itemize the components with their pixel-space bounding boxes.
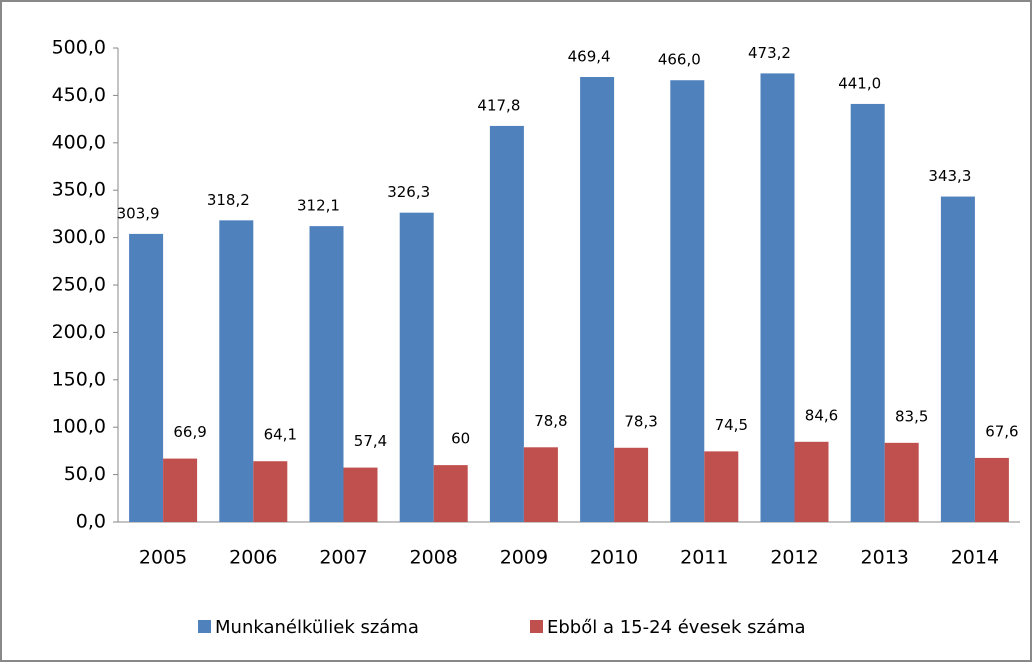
data-label: 57,4: [354, 432, 387, 450]
data-label: 303,9: [117, 204, 160, 222]
x-tick-label: 2013: [861, 547, 909, 569]
bar: [760, 73, 795, 522]
y-tick-label: 50,0: [64, 463, 106, 485]
bar: [670, 80, 705, 523]
y-tick-label: 100,0: [52, 416, 106, 438]
y-tick-label: 0,0: [76, 511, 106, 533]
x-tick-label: 2010: [590, 547, 638, 569]
data-label: 469,4: [568, 48, 611, 66]
x-tick-label: 2009: [500, 547, 548, 569]
bar: [940, 196, 975, 522]
bar: [399, 212, 434, 522]
y-tick-label: 500,0: [52, 37, 106, 59]
data-label: 326,3: [387, 183, 430, 201]
data-label: 473,2: [748, 44, 791, 62]
y-tick-label: 450,0: [52, 84, 106, 106]
y-tick-label: 350,0: [52, 179, 106, 201]
bar: [219, 220, 254, 522]
data-label: 60: [451, 430, 470, 448]
bar: [163, 458, 198, 522]
data-label: 66,9: [173, 423, 206, 441]
legend-swatch: [530, 620, 543, 633]
bar: [309, 226, 344, 522]
x-tick-label: 2008: [410, 547, 458, 569]
legend-swatch: [198, 620, 211, 633]
y-tick-label: 150,0: [52, 368, 106, 390]
data-label: 78,3: [624, 412, 657, 430]
x-tick-label: 2011: [680, 547, 728, 569]
bar: [129, 233, 164, 522]
data-label: 343,3: [928, 167, 971, 185]
bar: [253, 461, 288, 522]
bar: [489, 125, 524, 522]
bar: [433, 465, 468, 522]
y-tick-label: 300,0: [52, 226, 106, 248]
bar: [794, 441, 829, 522]
data-label: 67,6: [985, 422, 1018, 440]
data-label: 83,5: [895, 407, 928, 425]
data-label: 441,0: [838, 74, 881, 92]
data-label: 312,1: [297, 197, 340, 215]
data-label: 84,6: [805, 406, 838, 424]
data-label: 78,8: [534, 412, 567, 430]
legend-label: Munkanélküliek száma: [215, 617, 419, 638]
bar: [974, 457, 1009, 522]
y-tick-label: 200,0: [52, 321, 106, 343]
data-label: 74,5: [715, 416, 748, 434]
data-label: 466,0: [658, 51, 701, 69]
legend-label: Ebből a 15-24 évesek száma: [547, 617, 806, 638]
bar: [884, 442, 919, 522]
y-tick-label: 250,0: [52, 274, 106, 296]
bar: [850, 103, 885, 522]
x-tick-label: 2006: [229, 547, 277, 569]
bar: [614, 447, 649, 522]
x-tick-label: 2014: [951, 547, 999, 569]
y-tick-label: 400,0: [52, 131, 106, 153]
bar: [704, 451, 739, 522]
x-tick-label: 2005: [139, 547, 187, 569]
x-tick-label: 2007: [319, 547, 367, 569]
data-label: 417,8: [477, 96, 520, 114]
data-label: 318,2: [207, 191, 250, 209]
bar: [523, 447, 558, 522]
bar: [343, 467, 378, 522]
x-tick-label: 2012: [770, 547, 818, 569]
data-label: 64,1: [264, 426, 297, 444]
bar: [580, 77, 615, 523]
